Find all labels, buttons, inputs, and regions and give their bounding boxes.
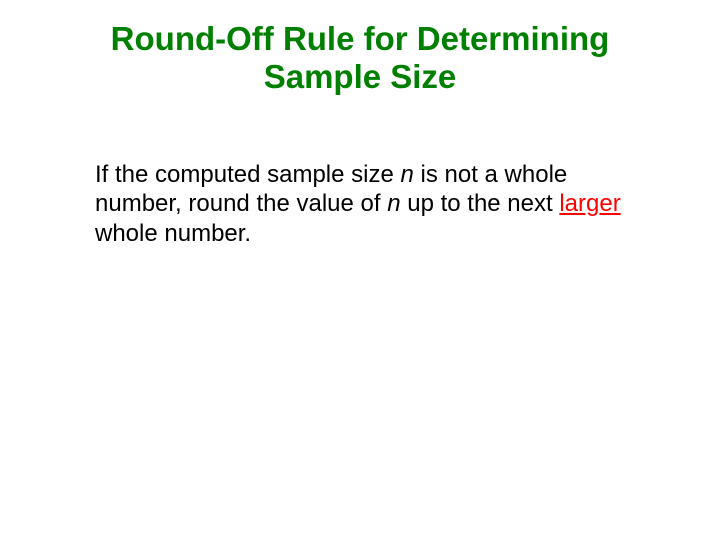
body-seg-4: whole number. xyxy=(95,220,251,247)
emphasis-larger: larger xyxy=(559,190,620,217)
slide-title: Round-Off Rule for Determining Sample Si… xyxy=(0,20,720,96)
body-seg-3: up to the next xyxy=(401,190,560,217)
title-line-2: Sample Size xyxy=(264,58,457,95)
body-seg-1: If the computed sample size xyxy=(95,161,400,188)
title-line-1: Round-Off Rule for Determining xyxy=(111,20,610,57)
slide-body: If the computed sample size n is not a w… xyxy=(95,160,635,248)
variable-n-2: n xyxy=(387,190,400,217)
variable-n-1: n xyxy=(400,161,413,188)
slide: Round-Off Rule for Determining Sample Si… xyxy=(0,0,720,540)
